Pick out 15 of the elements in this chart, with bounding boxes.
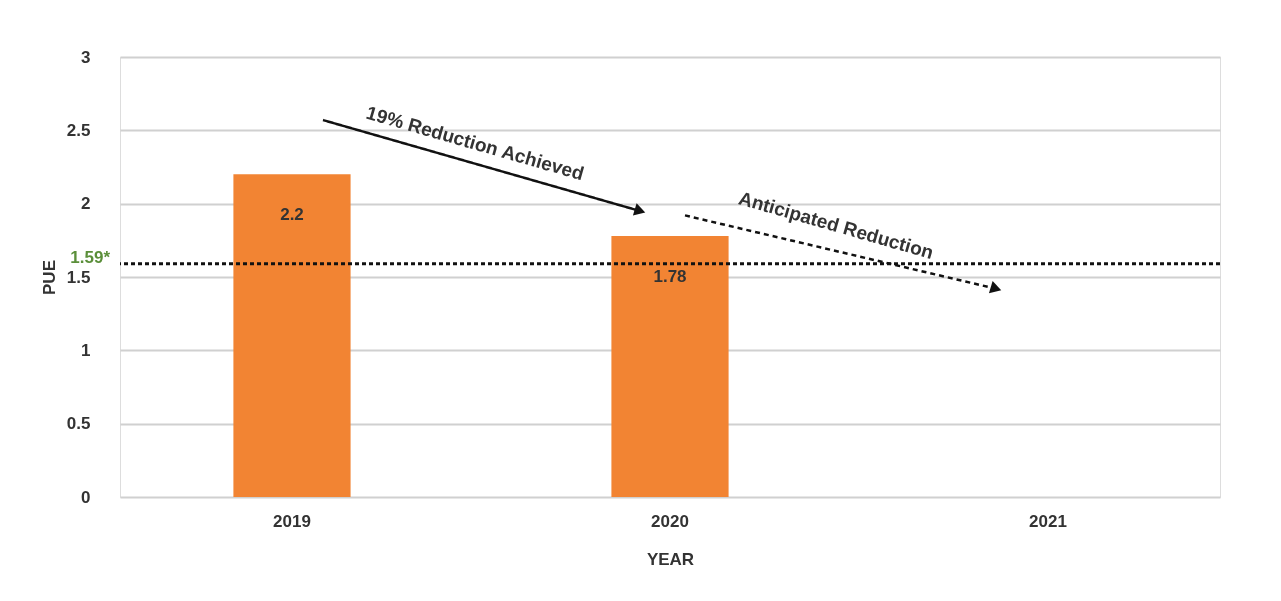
data-label: 2.2 [280,205,304,225]
ref-line-label: 1.59* [70,247,111,267]
x-tick-label: 2021 [1029,511,1067,531]
data-label: 1.78 [653,266,687,286]
y-tick-label: 2.5 [66,120,91,140]
x-axis-title: YEAR [646,549,695,569]
y-tick-label: 1.5 [66,267,91,287]
y-tick-label: 3 [81,47,91,67]
x-tick-label: 2020 [651,511,689,531]
y-tick-label: 2 [81,194,91,214]
y-axis-title: PUE [39,260,59,295]
y-tick-label: 0.5 [66,414,91,434]
x-tick-label: 2019 [273,511,311,531]
y-tick-label: 0 [81,487,91,507]
y-tick-label: 1 [81,340,91,360]
